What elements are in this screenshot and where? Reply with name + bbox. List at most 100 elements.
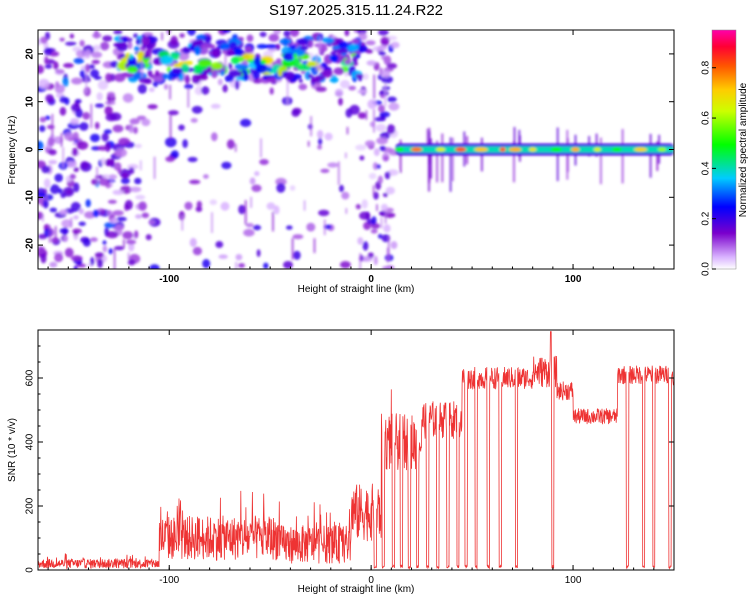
band-blob [338, 41, 350, 49]
noise-blob [221, 30, 231, 34]
carrier-spike [513, 141, 515, 183]
noise-blob [96, 92, 103, 101]
noise-blob [184, 201, 193, 211]
noise-blob [73, 182, 80, 193]
noise-blob [170, 35, 178, 46]
noise-blob [364, 140, 376, 147]
colorbar-tick-label: 0.4 [701, 161, 712, 175]
noise-streak [359, 253, 362, 269]
band-blob [113, 41, 127, 48]
carrier-spike [430, 138, 432, 179]
noise-streak [323, 219, 326, 236]
noise-blob [102, 245, 108, 253]
noise-streak [85, 70, 88, 94]
band-blob [234, 63, 249, 71]
noise-streak [345, 208, 348, 214]
snr-panel: -100 0 100 0 200 400 600 Height of straight li… [7, 329, 675, 595]
snr-ytick-label: 200 [25, 497, 36, 514]
noise-blob [115, 148, 127, 158]
noise-blob [106, 210, 113, 216]
noise-blob [82, 112, 90, 120]
band-blob [152, 76, 163, 82]
noise-streak [291, 238, 294, 260]
noise-blob [221, 161, 232, 170]
noise-blob [43, 47, 52, 56]
noise-blob [390, 241, 398, 250]
band-blob [297, 64, 311, 71]
noise-blob [357, 89, 368, 94]
spectrogram-ytick-label: -20 [25, 237, 36, 252]
noise-blob [380, 203, 388, 212]
noise-blob [385, 186, 395, 195]
noise-blob [306, 222, 316, 232]
noise-blob [273, 205, 280, 215]
band-blob [355, 74, 364, 79]
noise-streak [337, 49, 340, 57]
noise-blob [100, 41, 110, 51]
band-blob [147, 69, 153, 77]
noise-blob [79, 122, 89, 131]
noise-blob [40, 36, 48, 44]
noise-streak [70, 217, 73, 228]
noise-blob [226, 139, 235, 150]
snr-ytick-label: 600 [25, 369, 36, 386]
noise-blob [64, 247, 74, 258]
noise-blob [44, 115, 51, 121]
noise-blob [222, 84, 228, 93]
snr-series-line [38, 331, 674, 570]
noise-streak [122, 239, 125, 249]
carrier-spike [449, 137, 452, 192]
carrier-hotspot [634, 147, 647, 152]
noise-blob [76, 49, 87, 58]
noise-blob [152, 80, 158, 88]
noise-streak [169, 114, 172, 139]
noise-blob [378, 30, 389, 36]
noise-blob [39, 125, 46, 132]
snr-frame [37, 329, 675, 571]
band-blob [211, 70, 218, 79]
noise-streak [54, 226, 57, 244]
noise-blob [275, 177, 287, 186]
noise-streak [110, 175, 113, 187]
noise-blob [133, 33, 139, 38]
spectrogram-ytick-label: 0 [25, 146, 36, 152]
noise-blob [108, 248, 113, 255]
noise-blob [97, 145, 109, 151]
noise-blob [73, 234, 79, 241]
noise-blob [228, 62, 233, 70]
noise-blob [94, 122, 100, 130]
noise-blob [63, 132, 75, 141]
noise-blob [105, 73, 112, 83]
band-blob [210, 62, 223, 70]
noise-blob [377, 74, 382, 80]
noise-streak [48, 225, 51, 243]
noise-blob [348, 85, 356, 91]
noise-blob [367, 99, 378, 110]
noise-blob [102, 35, 113, 42]
noise-blob [292, 234, 304, 240]
noise-blob [376, 137, 388, 145]
noise-blob [148, 87, 155, 93]
noise-blob [72, 147, 78, 157]
noise-blob [373, 255, 378, 266]
noise-blob [382, 192, 388, 198]
noise-blob [367, 252, 374, 258]
noise-blob [127, 259, 136, 266]
noise-blob [251, 184, 262, 192]
noise-blob [72, 131, 79, 142]
noise-blob [69, 173, 76, 180]
band-blob [185, 74, 190, 85]
carrier-hotspot [571, 147, 580, 152]
noise-blob [124, 199, 133, 210]
snr-background [38, 330, 674, 570]
colorbar: 0.0 0.2 0.4 0.6 0.8 Normalized spectral ampl… [701, 29, 749, 276]
noise-blob [70, 255, 83, 262]
noise-blob [263, 262, 269, 269]
noise-blob [339, 184, 344, 193]
noise-blob [128, 167, 135, 175]
band-blob [283, 52, 295, 62]
noise-blob [211, 132, 218, 142]
noise-blob [166, 30, 171, 35]
noise-blob [202, 259, 211, 269]
noise-blob [327, 162, 339, 168]
